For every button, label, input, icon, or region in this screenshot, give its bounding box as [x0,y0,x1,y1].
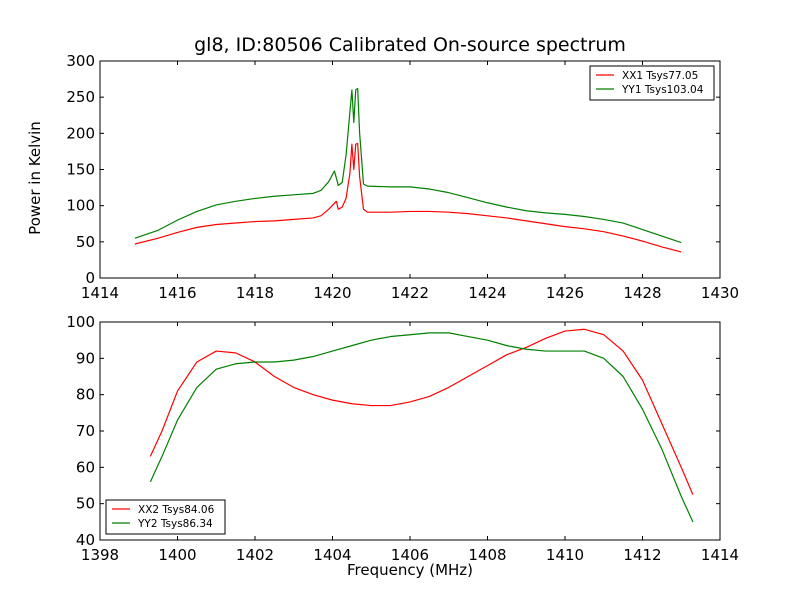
series-line-2-1 [149,328,694,495]
y-tick-label: 300 [66,52,95,70]
y-tick-label: 50 [76,495,95,513]
x-tick-label: 1414 [701,546,739,564]
x-tick-label: 1398 [81,546,119,564]
legend-box-1 [589,65,715,101]
x-tick-label: 1402 [236,546,274,564]
x-tick-label: 1400 [158,546,196,564]
y-tick-label: 250 [66,88,95,106]
x-tick-label: 1424 [468,284,506,302]
x-tick-label: 1426 [546,284,584,302]
y-tick-label: 60 [76,458,95,476]
legend-entry: YY1 Tsys103.04 [621,84,704,96]
y-tick-label: 50 [76,233,95,251]
x-tick-label: 1430 [701,284,739,302]
x-tick-label: 1418 [236,284,274,302]
x-tick-label: 1410 [546,546,584,564]
x-tick-label: 1412 [623,546,661,564]
y-tick-label: 80 [76,386,95,404]
chart-title: gl8, ID:80506 Calibrated On-source spect… [194,34,626,56]
y-tick-label: 100 [66,197,95,215]
y-tick-label: 100 [66,313,95,331]
series-line-1-1 [134,142,682,253]
y-tick-label: 200 [66,124,95,142]
x-tick-label: 1420 [313,284,351,302]
y-tick-label: 90 [76,349,95,367]
x-axis-label-bottom: Frequency (MHz) [346,561,474,579]
x-tick-label: 1406 [391,546,429,564]
y-tick-label: 70 [76,422,95,440]
legend-entry: YY2 Tsys86.34 [137,518,213,530]
y-tick-label: 0 [85,269,95,287]
series-line-1-2 [134,87,682,244]
legend-entry: XX1 Tsys77.05 [622,70,698,82]
y-tick-label: 40 [76,531,95,549]
x-tick-label: 1408 [468,546,506,564]
series-line-2-2 [149,332,694,523]
x-tick-label: 1404 [313,546,351,564]
x-tick-label: 1416 [158,284,196,302]
x-tick-label: 1428 [623,284,661,302]
x-tick-label: 1414 [81,284,119,302]
legend-box-2 [105,499,226,535]
legend-entry: XX2 Tsys84.06 [138,504,215,516]
y-tick-label: 150 [66,161,95,179]
x-tick-label: 1422 [391,284,429,302]
